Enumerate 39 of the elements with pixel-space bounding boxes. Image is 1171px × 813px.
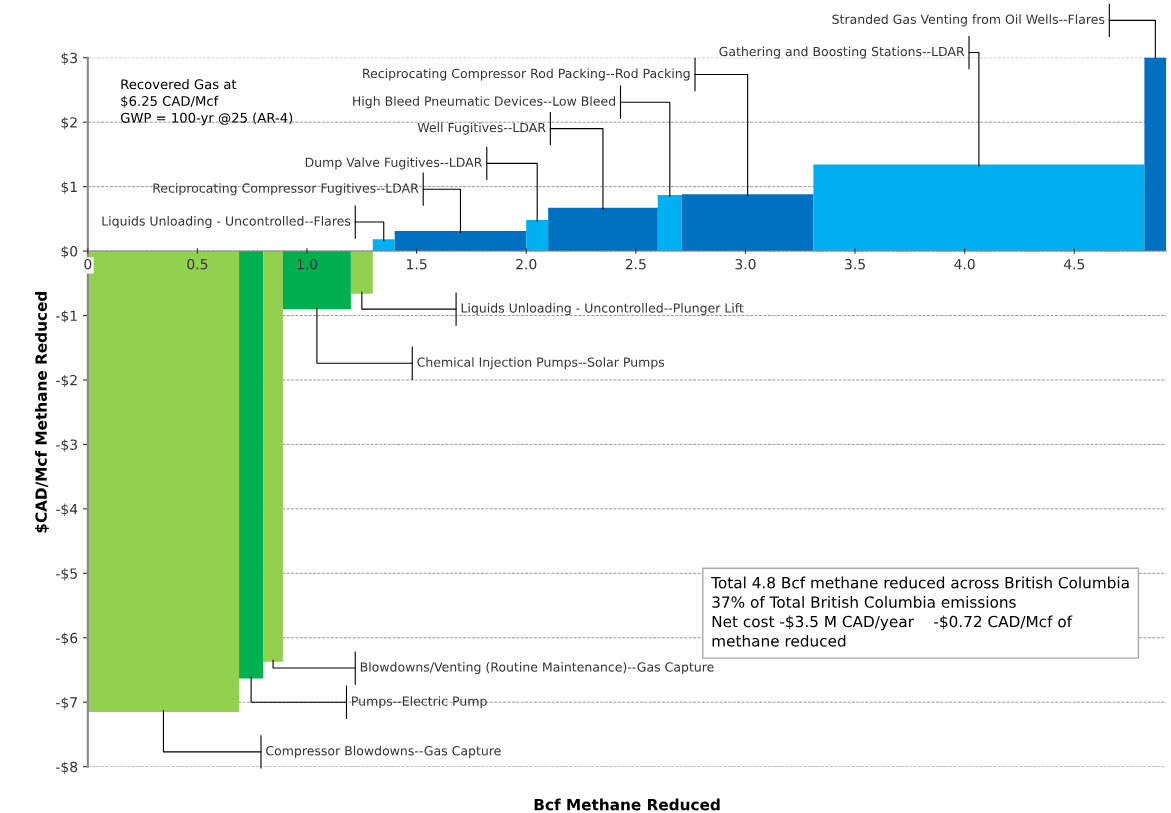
text: Stranded Gas Venting from Oil Wells--Flares — [832, 14, 1105, 27]
text: Dump Valve Fugitives--LDAR — [305, 157, 483, 170]
text: Compressor Blowdowns--Gas Capture — [266, 745, 501, 758]
x-tick-label: 4.0 — [954, 258, 975, 270]
text: Reciprocating Compressor Fugitives--LDAR — [153, 183, 419, 196]
x-tick-label: 0 — [84, 258, 92, 270]
y-tick-label: -$6 — [56, 632, 78, 646]
x-tick-label: 2.0 — [516, 258, 537, 270]
x-tick-label: 2.5 — [625, 258, 646, 270]
x-tick-label: 4.5 — [1063, 259, 1085, 270]
y-tick-label: $3 — [61, 52, 77, 66]
y-tick-label: $0 — [61, 245, 78, 259]
text: Chemical Injection Pumps--Solar Pumps — [417, 357, 665, 370]
x-tick-label: 3.0 — [735, 258, 756, 270]
y-tick-label: -$4 — [56, 503, 78, 517]
y-tick-label: -$3 — [56, 439, 77, 452]
annotation: Recovered Gas at $6.25 CAD/Mcf GWP = 100-yr @25 (AR-4) — [120, 78, 293, 126]
annotation: Total 4.8 Bcf methane reduced across British Columbia 37% of Total British Columbia emissions Net cost -$3.5 M CAD/year -$0.72 CAD/Mcf of methane reduced — [711, 576, 1129, 647]
y-tick-label: $1 — [61, 181, 77, 194]
y-tick-label: -$5 — [56, 568, 77, 581]
text: High Bleed Pneumatic Devices--Low Bleed — [353, 96, 615, 109]
y-tick-label: -$7 — [56, 696, 77, 710]
y-tick-label: -$1 — [56, 310, 77, 323]
y-axis-title: $CAD/Mcf Methane Reduced — [35, 291, 49, 533]
x-tick-label: 1.0 — [297, 258, 318, 270]
text: Gathering and Boosting Stations--LDAR — [719, 46, 965, 59]
y-tick-label: $2 — [61, 116, 77, 130]
x-axis-title: Bcf Methane Reduced — [534, 798, 720, 811]
text: Blowdowns/Venting (Routine Maintenance)--Gas Capture — [360, 662, 714, 675]
y-tick-label: -$2 — [56, 374, 77, 388]
text: Well Fugitives--LDAR — [417, 122, 546, 135]
x-tick-label: 1.5 — [407, 259, 427, 270]
text: Liquids Unloading - Uncontrolled--Plunger Lift — [461, 303, 744, 316]
text: Reciprocating Compressor Rod Packing--Rod Packing — [363, 68, 690, 81]
text: Pumps--Electric Pump — [352, 696, 487, 709]
y-tick-label: -$8 — [56, 761, 78, 774]
text: Liquids Unloading - Uncontrolled--Flares — [102, 216, 351, 229]
x-tick-label: 3.5 — [845, 258, 865, 270]
x-tick-label: 0.5 — [187, 258, 208, 270]
